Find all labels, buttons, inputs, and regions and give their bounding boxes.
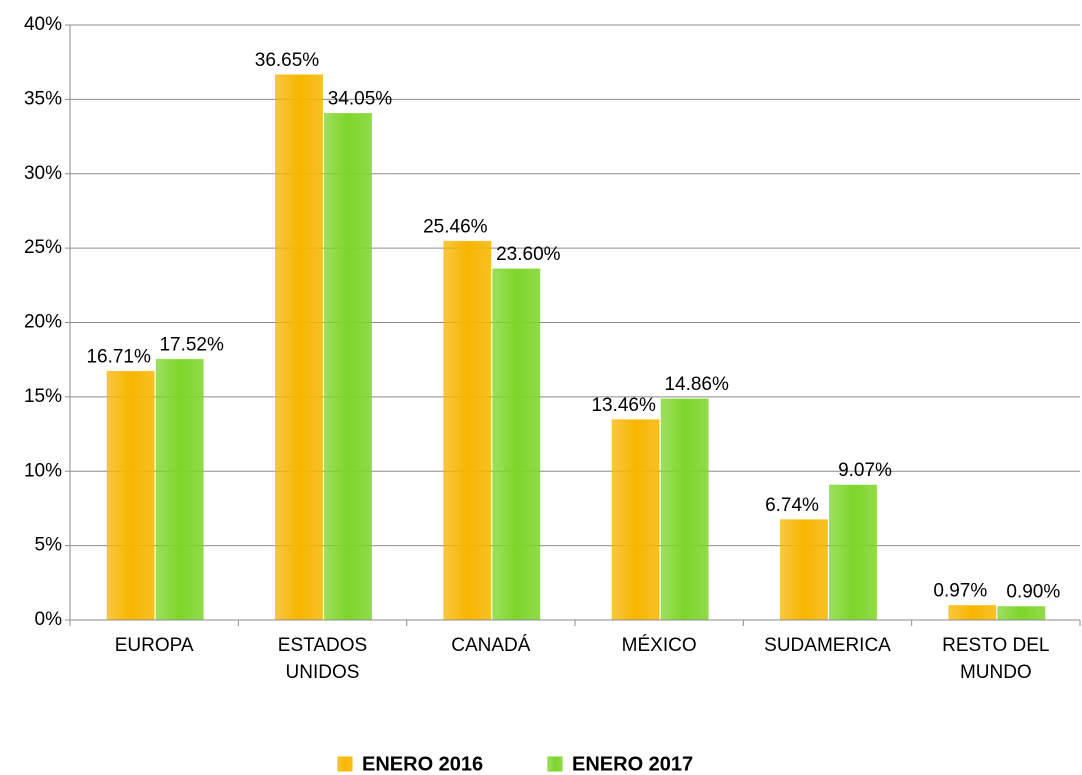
x-tick-label: EUROPA bbox=[114, 635, 194, 656]
y-tick-label: 5% bbox=[35, 535, 63, 556]
bar bbox=[106, 370, 155, 621]
data-label: 6.74% bbox=[765, 495, 819, 516]
legend-swatch bbox=[337, 756, 353, 772]
bar bbox=[492, 268, 541, 621]
x-tick-label: MÉXICO bbox=[621, 635, 697, 656]
bar bbox=[829, 484, 877, 621]
x-tick-label: RESTO DEL MUNDO bbox=[942, 635, 1050, 683]
bar bbox=[997, 606, 1046, 621]
bar bbox=[948, 605, 997, 621]
data-label: 9.07% bbox=[838, 460, 892, 481]
data-label: 0.90% bbox=[1006, 582, 1060, 603]
data-label: 34.05% bbox=[328, 89, 393, 110]
y-tick-label: 40% bbox=[24, 14, 62, 35]
bar bbox=[155, 358, 204, 621]
data-label: 25.46% bbox=[423, 216, 488, 237]
y-tick-label: 15% bbox=[24, 386, 62, 407]
bar bbox=[611, 419, 660, 621]
legend-label: ENERO 2017 bbox=[572, 753, 693, 775]
bar bbox=[275, 74, 323, 621]
bar bbox=[324, 113, 372, 621]
x-tick-label: CANADÁ bbox=[451, 635, 531, 656]
y-tick-label: 30% bbox=[24, 163, 62, 184]
data-label: 17.52% bbox=[159, 334, 224, 355]
bar bbox=[780, 519, 828, 621]
y-tick-label: 0% bbox=[35, 609, 63, 630]
y-tick-label: 25% bbox=[24, 237, 62, 258]
data-label: 36.65% bbox=[255, 50, 320, 71]
data-label: 14.86% bbox=[664, 374, 729, 395]
x-tick-label: SUDAMERICA bbox=[764, 635, 891, 656]
data-label: 16.71% bbox=[86, 346, 151, 367]
y-tick-label: 10% bbox=[24, 460, 62, 481]
legend-swatch bbox=[547, 756, 563, 772]
bar bbox=[660, 398, 709, 621]
data-label: 23.60% bbox=[496, 244, 561, 265]
y-tick-label: 35% bbox=[24, 88, 62, 109]
x-tick-label: ESTADOS UNIDOS bbox=[277, 635, 368, 683]
data-label: 0.97% bbox=[933, 581, 987, 602]
y-tick-label: 20% bbox=[24, 312, 62, 333]
data-label: 13.46% bbox=[591, 395, 656, 416]
bar bbox=[443, 240, 492, 621]
legend-label: ENERO 2016 bbox=[362, 753, 483, 775]
